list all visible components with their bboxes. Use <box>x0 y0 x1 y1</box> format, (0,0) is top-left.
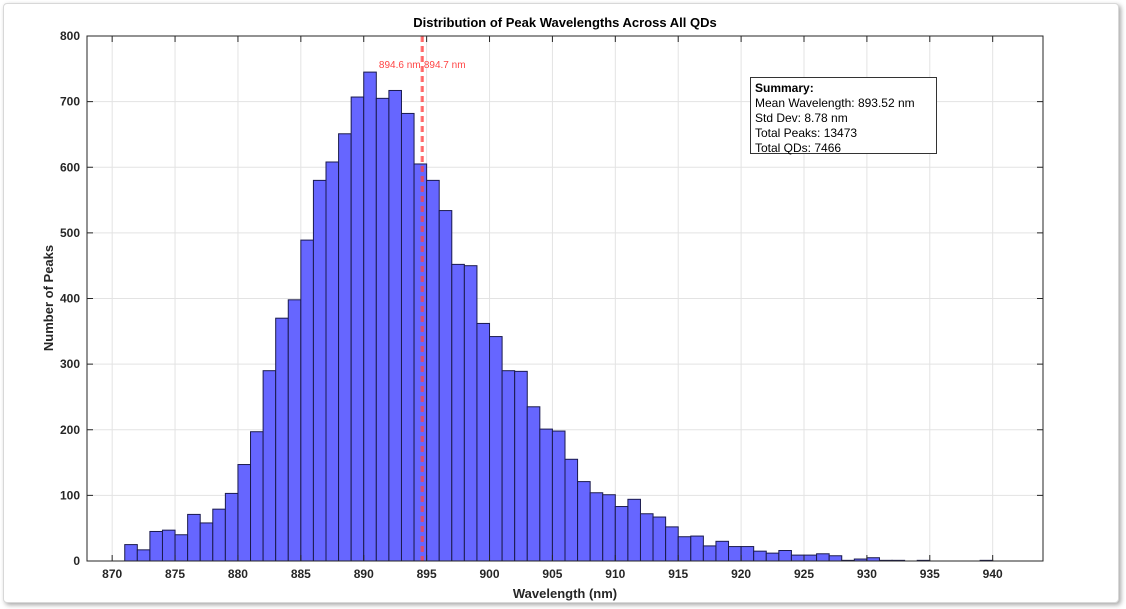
x-tick-label: 870 <box>102 567 122 581</box>
reference-line-label: 894.6 nm <box>379 60 421 71</box>
histogram-bar <box>199 522 214 562</box>
histogram-bar <box>124 544 138 562</box>
histogram-bar <box>816 553 830 562</box>
summary-std: Std Dev: 8.78 nm <box>755 111 848 125</box>
x-tick-label: 905 <box>542 567 562 581</box>
y-tick-label: 200 <box>60 423 80 437</box>
y-tick-label: 700 <box>60 95 80 109</box>
histogram-bar <box>602 494 616 562</box>
x-tick-label: 935 <box>920 567 940 581</box>
histogram-bar <box>778 550 792 562</box>
histogram-bar <box>539 428 553 562</box>
histogram-bar <box>212 508 226 562</box>
histogram-bar <box>627 498 641 562</box>
histogram-bar <box>136 549 151 562</box>
histogram-bar <box>790 554 805 562</box>
histogram-bar <box>149 530 163 562</box>
chart-title: Distribution of Peak Wavelengths Across … <box>413 15 716 30</box>
histogram-bar <box>426 179 440 562</box>
summary-heading: Summary: <box>755 81 814 95</box>
y-tick-label: 600 <box>60 160 80 174</box>
histogram-bar <box>262 370 277 562</box>
x-tick-label: 900 <box>480 567 500 581</box>
x-tick-label: 930 <box>857 567 877 581</box>
histogram-bar <box>652 516 667 562</box>
x-axis-label: Wavelength (nm) <box>513 586 617 601</box>
y-tick-label: 0 <box>73 554 80 568</box>
histogram-bar <box>438 210 453 562</box>
histogram-bar <box>665 526 679 562</box>
histogram-bar <box>740 546 755 562</box>
y-tick-label: 400 <box>60 292 80 306</box>
histogram-bar <box>187 513 201 562</box>
x-tick-label: 940 <box>983 567 1003 581</box>
y-tick-label: 500 <box>60 226 80 240</box>
histogram-bar <box>275 317 289 562</box>
x-tick-label: 910 <box>605 567 625 581</box>
histogram-bar <box>589 492 604 562</box>
histogram-bar <box>338 133 352 562</box>
histogram-bar <box>715 540 730 562</box>
histogram-bar <box>577 481 591 562</box>
histogram-bar <box>753 550 767 562</box>
y-axis-label: Number of Peaks <box>41 245 56 351</box>
histogram-bar <box>250 431 264 562</box>
y-tick-label: 100 <box>60 488 80 502</box>
summary-mean: Mean Wavelength: 893.52 nm <box>755 96 915 110</box>
histogram-bar <box>224 492 239 562</box>
histogram-bar <box>476 322 491 562</box>
histogram-bar <box>551 430 566 562</box>
histogram-bar <box>514 370 528 562</box>
histogram-bar <box>526 406 541 562</box>
histogram-bar <box>702 545 717 562</box>
histogram-bar <box>300 239 314 562</box>
histogram-bar <box>463 265 478 562</box>
histogram-bar <box>765 552 780 562</box>
histogram-bar <box>451 263 465 562</box>
x-tick-label: 875 <box>165 567 185 581</box>
reference-line-label: 894.7 nm <box>424 60 466 71</box>
histogram-bar <box>375 97 390 562</box>
histogram-bar <box>161 529 176 562</box>
x-tick-label: 890 <box>354 567 374 581</box>
y-tick-label: 800 <box>60 29 80 43</box>
y-tick-label: 300 <box>60 357 80 371</box>
x-tick-label: 925 <box>794 567 814 581</box>
histogram-bar <box>614 506 629 562</box>
histogram-bar <box>564 458 579 562</box>
histogram-bar <box>287 299 302 562</box>
histogram-bar <box>350 96 365 562</box>
summary-total-qds: Total QDs: 7466 <box>755 141 842 155</box>
x-tick-label: 915 <box>668 567 688 581</box>
histogram-bar <box>413 163 428 562</box>
x-tick-label: 880 <box>228 567 248 581</box>
x-tick-label: 895 <box>417 567 437 581</box>
histogram-bar <box>501 370 516 562</box>
histogram-bar <box>677 536 692 562</box>
histogram-bar <box>363 71 377 562</box>
histogram-bar <box>639 513 654 562</box>
histogram-bar <box>728 546 742 562</box>
histogram-bar <box>325 161 340 562</box>
x-tick-label: 885 <box>291 567 311 581</box>
histogram-bar <box>803 554 818 562</box>
summary-box: Summary: Mean Wavelength: 893.52 nm Std … <box>750 77 937 155</box>
x-tick-label: 920 <box>731 567 751 581</box>
histogram-bar <box>828 555 843 562</box>
histogram-bar <box>237 464 252 562</box>
histogram-bar <box>312 179 327 562</box>
histogram-bar <box>690 535 704 562</box>
histogram-bar <box>174 534 189 562</box>
histogram-bar <box>489 336 503 562</box>
histogram-bar <box>400 112 415 562</box>
histogram-bar <box>388 89 402 562</box>
summary-total-peaks: Total Peaks: 13473 <box>755 126 858 140</box>
